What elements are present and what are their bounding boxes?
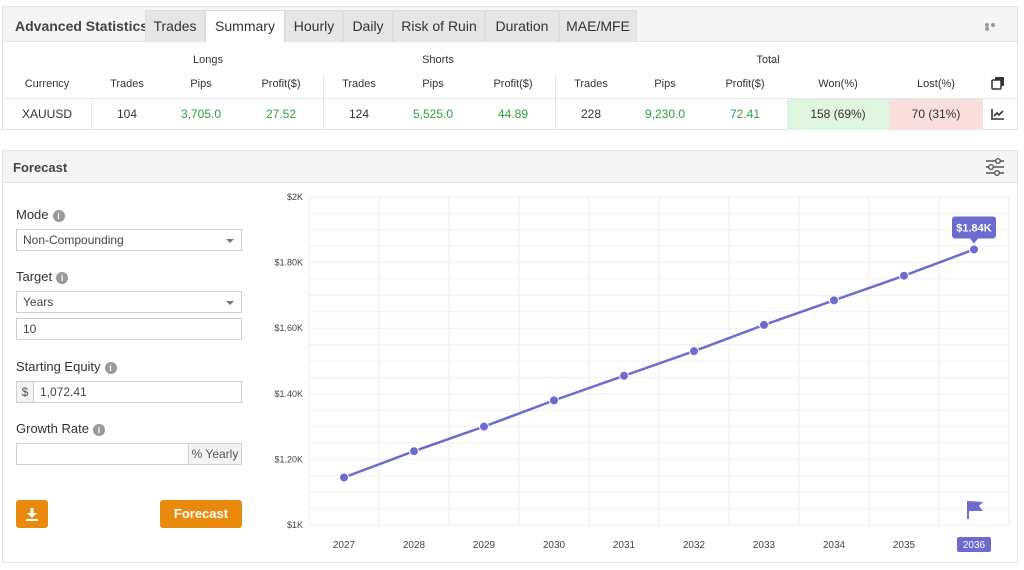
data-point[interactable] xyxy=(409,446,419,457)
info-icon[interactable]: i xyxy=(56,272,69,284)
table-row: XAUUSD 104 3,705.0 27.52 124 5,525.0 44.… xyxy=(3,98,1017,130)
cell-short-trades: 124 xyxy=(348,107,370,121)
x-tick-highlight xyxy=(957,537,991,552)
chevron-down-icon xyxy=(226,301,234,305)
cell-total-pips: 9,230.0 xyxy=(644,107,686,121)
settings-sliders-icon[interactable] xyxy=(985,158,1005,176)
data-point[interactable] xyxy=(549,395,559,406)
y-tick-label: $1.40K xyxy=(274,389,303,399)
group-header-longs: Longs xyxy=(193,54,223,66)
col-header-short-trades: Trades xyxy=(342,78,376,90)
growth-rate-input[interactable] xyxy=(16,443,189,465)
x-tick-label: 2034 xyxy=(823,540,846,551)
cell-lost: 70 (31%) xyxy=(889,99,983,130)
cell-short-pips: 5,525.0 xyxy=(412,107,454,121)
col-header-long-trades: Trades xyxy=(110,78,144,90)
info-icon[interactable]: i xyxy=(104,362,117,374)
x-tick-label: 2030 xyxy=(543,540,566,551)
forecast-title: Forecast xyxy=(13,160,68,175)
download-button[interactable] xyxy=(16,500,48,528)
tab-summary[interactable]: Summary xyxy=(205,10,285,43)
x-tick-label: 2035 xyxy=(893,540,916,551)
stats-tabbar: Advanced Statistics Trades Summary Hourl… xyxy=(3,7,1017,43)
data-point[interactable] xyxy=(619,370,629,381)
target-select[interactable]: Years xyxy=(16,291,242,313)
y-tick-label: $1.20K xyxy=(274,454,303,464)
col-header-won: Won(%) xyxy=(818,78,858,90)
forecast-panel: Forecast Mode i Non-Compounding Target i Y… xyxy=(2,150,1018,563)
cell-short-profit: 44.89 xyxy=(497,107,529,121)
growth-rate-label: Growth Rate i xyxy=(16,421,105,436)
col-header-long-pips: Pips xyxy=(190,78,212,90)
col-header-long-profit: Profit($) xyxy=(261,78,301,90)
y-tick-label: $2K xyxy=(287,192,303,202)
tab-trades[interactable]: Trades xyxy=(145,10,205,42)
starting-equity-input[interactable]: 1,072.41 xyxy=(33,381,242,403)
target-count-input[interactable]: 10 xyxy=(16,318,242,340)
col-header-total-pips: Pips xyxy=(654,78,676,90)
stats-title: Advanced Statistics xyxy=(15,18,149,34)
cell-total-trades: 228 xyxy=(580,107,602,121)
growth-unit-addon: % Yearly xyxy=(188,443,242,465)
value-label: $1.84K xyxy=(956,222,992,234)
x-tick-label: 2029 xyxy=(473,540,496,551)
data-point[interactable] xyxy=(899,270,909,281)
cell-long-trades: 104 xyxy=(116,107,138,121)
y-tick-label: $1.80K xyxy=(274,258,303,268)
tab-risk-of-ruin[interactable]: Risk of Ruin xyxy=(393,10,485,42)
col-header-short-pips: Pips xyxy=(422,78,444,90)
info-icon[interactable]: i xyxy=(92,424,105,436)
forecast-chart: $1K $1.20K $1.40K $1.60K $1.80K $2K 2027 2028 20… xyxy=(274,192,1010,552)
cell-currency: XAUUSD xyxy=(21,107,72,121)
col-header-currency: Currency xyxy=(24,78,70,90)
x-tick-label: 2033 xyxy=(753,540,776,551)
col-header-short-profit: Profit($) xyxy=(493,78,533,90)
data-point[interactable] xyxy=(689,346,699,357)
col-header-lost: Lost(%) xyxy=(917,78,955,90)
group-header-total: Total xyxy=(756,54,780,66)
target-label: Target i xyxy=(16,269,69,284)
mode-select[interactable]: Non-Compounding xyxy=(16,229,242,251)
flag-icon[interactable] xyxy=(969,501,983,511)
chart-icon[interactable] xyxy=(991,108,1005,120)
starting-equity-label: Starting Equity i xyxy=(16,359,117,374)
more-options-icon[interactable] xyxy=(985,23,1001,31)
y-tick-label: $1.60K xyxy=(274,323,303,333)
y-tick-label: $1K xyxy=(287,520,303,530)
data-point[interactable] xyxy=(759,319,769,330)
info-icon[interactable]: i xyxy=(52,210,65,222)
data-point[interactable] xyxy=(969,244,979,255)
forecast-header: Forecast xyxy=(3,151,1017,183)
copy-icon[interactable] xyxy=(991,76,1005,90)
chevron-down-icon xyxy=(226,239,234,243)
mode-label: Mode i xyxy=(16,207,65,222)
tab-hourly[interactable]: Hourly xyxy=(285,10,343,42)
col-header-total-profit: Profit($) xyxy=(725,78,765,90)
data-point[interactable] xyxy=(479,421,489,432)
series-line xyxy=(343,248,975,479)
forecast-button[interactable]: Forecast xyxy=(160,500,242,528)
x-tick-label: 2031 xyxy=(613,540,636,551)
data-point[interactable] xyxy=(829,295,839,306)
x-tick-label: 2028 xyxy=(403,540,426,551)
value-badge xyxy=(952,216,996,239)
tab-duration[interactable]: Duration xyxy=(485,10,559,42)
group-header-shorts: Shorts xyxy=(422,54,454,66)
cell-won: 158 (69%) xyxy=(787,99,889,130)
col-header-total-trades: Trades xyxy=(574,78,608,90)
value-badge-pointer xyxy=(970,238,978,244)
data-point[interactable] xyxy=(339,472,349,483)
tab-daily[interactable]: Daily xyxy=(343,10,393,42)
download-icon xyxy=(26,508,38,521)
cell-long-profit: 27.52 xyxy=(265,107,297,121)
x-tick-label: 2027 xyxy=(333,540,356,551)
x-tick-label: 2032 xyxy=(683,540,706,551)
currency-addon: $ xyxy=(16,381,34,403)
cell-long-pips: 3,705.0 xyxy=(180,107,222,121)
x-tick-label: 2036 xyxy=(963,540,986,551)
advanced-statistics-panel: Advanced Statistics Trades Summary Hourl… xyxy=(2,6,1018,130)
flag-icon-pole xyxy=(967,501,969,519)
tab-mae-mfe[interactable]: MAE/MFE xyxy=(559,10,637,42)
cell-total-profit: 72.41 xyxy=(729,107,761,121)
